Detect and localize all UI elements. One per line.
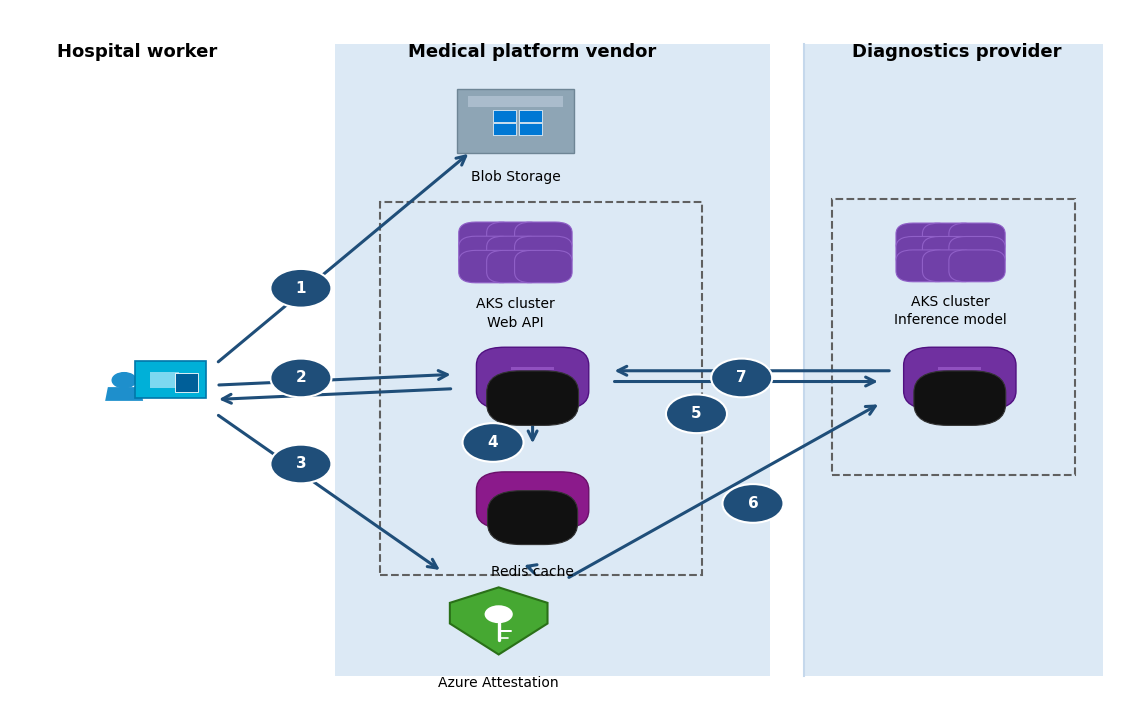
FancyBboxPatch shape	[803, 45, 1104, 675]
Circle shape	[271, 445, 332, 483]
Circle shape	[712, 359, 773, 397]
Circle shape	[112, 373, 136, 388]
Text: 2: 2	[296, 370, 306, 385]
Text: Redis cache: Redis cache	[492, 564, 574, 579]
FancyBboxPatch shape	[487, 236, 544, 269]
FancyBboxPatch shape	[914, 371, 1006, 426]
Circle shape	[462, 423, 523, 462]
FancyBboxPatch shape	[487, 251, 544, 283]
FancyBboxPatch shape	[135, 361, 206, 397]
FancyBboxPatch shape	[459, 236, 517, 269]
Polygon shape	[105, 387, 143, 401]
FancyBboxPatch shape	[493, 110, 516, 122]
Polygon shape	[160, 390, 187, 394]
Text: Azure Attestation: Azure Attestation	[438, 676, 559, 690]
FancyBboxPatch shape	[476, 472, 589, 528]
Text: Diagnostics provider: Diagnostics provider	[852, 42, 1062, 60]
FancyBboxPatch shape	[493, 123, 516, 135]
FancyBboxPatch shape	[896, 236, 952, 269]
Text: AKS cluster
Inference model: AKS cluster Inference model	[894, 295, 1007, 328]
FancyBboxPatch shape	[476, 347, 589, 409]
FancyBboxPatch shape	[176, 372, 197, 392]
FancyBboxPatch shape	[487, 371, 579, 426]
FancyBboxPatch shape	[459, 251, 517, 283]
FancyBboxPatch shape	[922, 250, 979, 282]
FancyBboxPatch shape	[468, 96, 563, 107]
Text: 1: 1	[296, 281, 306, 296]
FancyBboxPatch shape	[896, 223, 952, 255]
Text: Blob Storage: Blob Storage	[471, 170, 561, 184]
FancyBboxPatch shape	[948, 236, 1005, 269]
FancyBboxPatch shape	[948, 250, 1005, 282]
Polygon shape	[450, 588, 547, 654]
Circle shape	[271, 359, 332, 397]
FancyBboxPatch shape	[457, 89, 574, 153]
Text: 4: 4	[487, 435, 499, 450]
Circle shape	[723, 484, 784, 523]
FancyBboxPatch shape	[948, 223, 1005, 255]
FancyBboxPatch shape	[922, 223, 979, 255]
FancyBboxPatch shape	[519, 110, 543, 122]
FancyBboxPatch shape	[938, 367, 981, 370]
Circle shape	[666, 395, 727, 433]
Text: 6: 6	[748, 496, 758, 511]
Circle shape	[271, 269, 332, 307]
FancyBboxPatch shape	[904, 347, 1016, 409]
Text: 7: 7	[736, 370, 747, 385]
FancyBboxPatch shape	[511, 367, 554, 370]
FancyBboxPatch shape	[514, 251, 572, 283]
FancyBboxPatch shape	[922, 236, 979, 269]
FancyBboxPatch shape	[459, 222, 517, 254]
Text: 5: 5	[691, 406, 701, 421]
FancyBboxPatch shape	[335, 45, 770, 675]
FancyBboxPatch shape	[519, 123, 543, 135]
Text: 3: 3	[296, 456, 306, 472]
FancyBboxPatch shape	[514, 222, 572, 254]
FancyBboxPatch shape	[487, 490, 578, 544]
FancyBboxPatch shape	[514, 236, 572, 269]
Text: AKS cluster
Web API: AKS cluster Web API	[476, 297, 555, 330]
Text: Medical platform vendor: Medical platform vendor	[409, 42, 657, 60]
FancyBboxPatch shape	[896, 250, 952, 282]
Circle shape	[485, 606, 513, 624]
FancyBboxPatch shape	[150, 372, 179, 388]
FancyBboxPatch shape	[487, 222, 544, 254]
Text: Hospital worker: Hospital worker	[57, 42, 218, 60]
